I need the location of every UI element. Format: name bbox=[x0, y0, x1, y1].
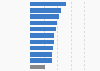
Bar bbox=[30, 58, 52, 63]
Bar bbox=[30, 8, 61, 13]
Bar bbox=[30, 40, 54, 44]
Bar bbox=[30, 2, 66, 6]
Bar bbox=[30, 46, 53, 50]
Bar bbox=[30, 65, 45, 69]
Bar bbox=[30, 14, 59, 19]
Bar bbox=[30, 33, 54, 38]
Bar bbox=[30, 52, 52, 57]
Bar bbox=[30, 21, 57, 25]
Bar bbox=[30, 27, 56, 31]
